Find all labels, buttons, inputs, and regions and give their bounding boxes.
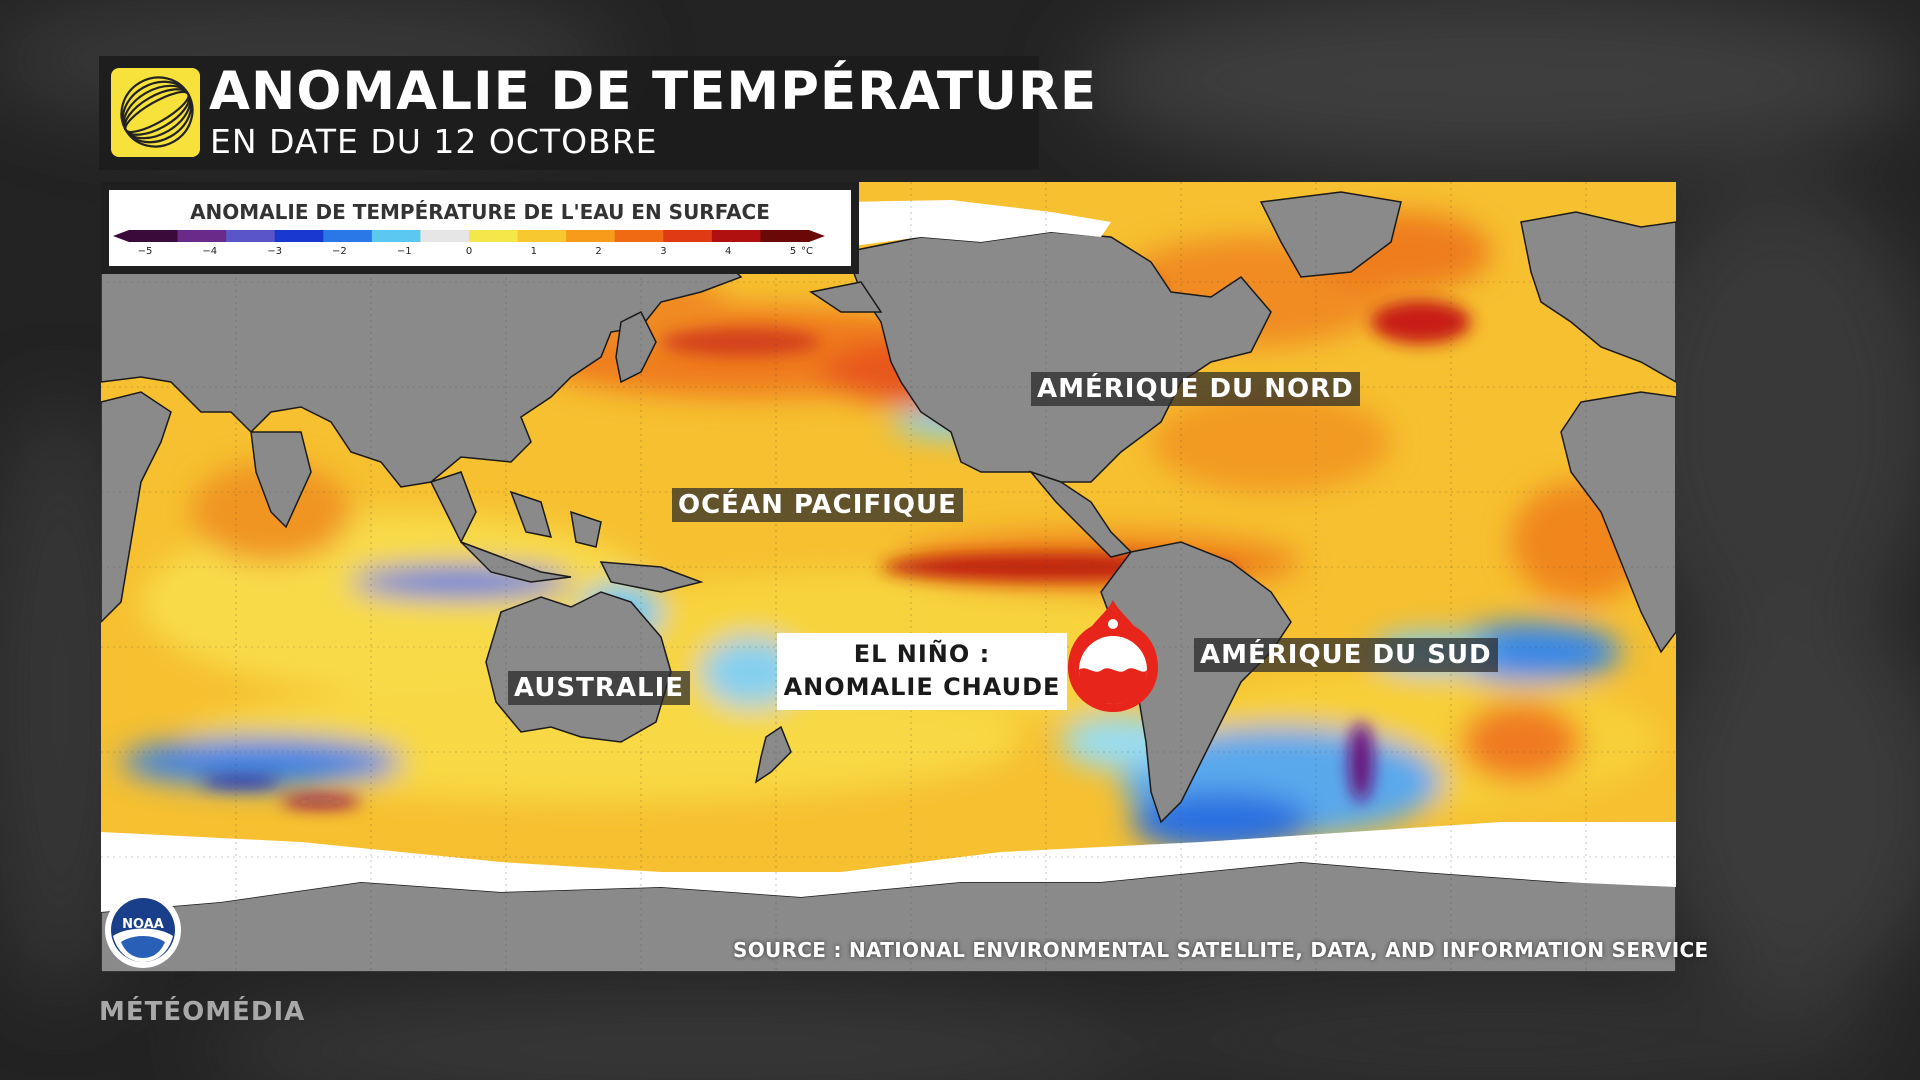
legend-colorbar: −5 −4 −3 −2 −1 0 1 2 3 4 5 °C (113, 230, 825, 257)
legend-swatch (371, 230, 421, 242)
source-credit: SOURCE : NATIONAL ENVIRONMENTAL SATELLIT… (733, 938, 1709, 962)
legend-swatch (469, 230, 519, 242)
legend-tick-label: 3 (660, 246, 666, 257)
noaa-logo-icon: NOAA (105, 892, 181, 968)
legend-swatch (517, 230, 567, 242)
legend-swatch (323, 230, 373, 242)
swirl-globe-icon (111, 68, 200, 157)
legend-swatch (566, 230, 616, 242)
legend-swatch (614, 230, 664, 242)
callout-line-1: EL NIÑO : (853, 640, 991, 668)
legend-tick-label: 1 (531, 246, 537, 257)
legend-tick-label: −1 (397, 246, 412, 257)
brand-name: MÉTÉOMÉDIA (99, 997, 306, 1027)
legend-swatch (760, 230, 810, 242)
legend-swatch (711, 230, 761, 242)
legend-unit: °C (801, 246, 813, 257)
color-legend: ANOMALIE DE TEMPÉRATURE DE L'EAU EN SURF… (101, 182, 859, 274)
callout-line-2: ANOMALIE CHAUDE (783, 673, 1061, 701)
label-north-america: AMÉRIQUE DU NORD (1031, 372, 1360, 406)
label-pacific-ocean: OCÉAN PACIFIQUE (672, 488, 963, 522)
legend-swatch (663, 230, 713, 242)
label-south-america: AMÉRIQUE DU SUD (1194, 638, 1498, 672)
warm-water-drop-icon (1068, 600, 1158, 712)
legend-swatch (420, 230, 470, 242)
el-nino-callout: EL NIÑO : ANOMALIE CHAUDE (777, 633, 1067, 710)
legend-swatch (274, 230, 324, 242)
legend-tick-label: 2 (595, 246, 601, 257)
legend-tick-label: −5 (138, 246, 153, 257)
title-banner: ANOMALIE DE TEMPÉRATURE EN DATE DU 12 OC… (99, 56, 1096, 170)
legend-tick-label: 5 (790, 246, 796, 257)
legend-tick-label: 0 (466, 246, 472, 257)
legend-swatch (226, 230, 276, 242)
legend-swatch (129, 230, 179, 242)
legend-arrow-left (113, 230, 129, 242)
page-title: ANOMALIE DE TEMPÉRATURE (209, 61, 1098, 122)
label-australia: AUSTRALIE (508, 671, 691, 705)
legend-panel: ANOMALIE DE TEMPÉRATURE DE L'EAU EN SURF… (109, 190, 851, 266)
legend-tick-label: 4 (725, 246, 731, 257)
legend-tick-label: −4 (202, 246, 217, 257)
noaa-text: NOAA (122, 917, 164, 932)
legend-title: ANOMALIE DE TEMPÉRATURE DE L'EAU EN SURF… (190, 200, 770, 224)
sea-surface-anomaly-map (101, 182, 1676, 972)
page-subtitle: EN DATE DU 12 OCTOBRE (210, 122, 658, 161)
legend-tick-label: −2 (332, 246, 347, 257)
legend-tick-label: −3 (267, 246, 282, 257)
legend-arrow-right (809, 230, 825, 242)
legend-swatch (177, 230, 227, 242)
